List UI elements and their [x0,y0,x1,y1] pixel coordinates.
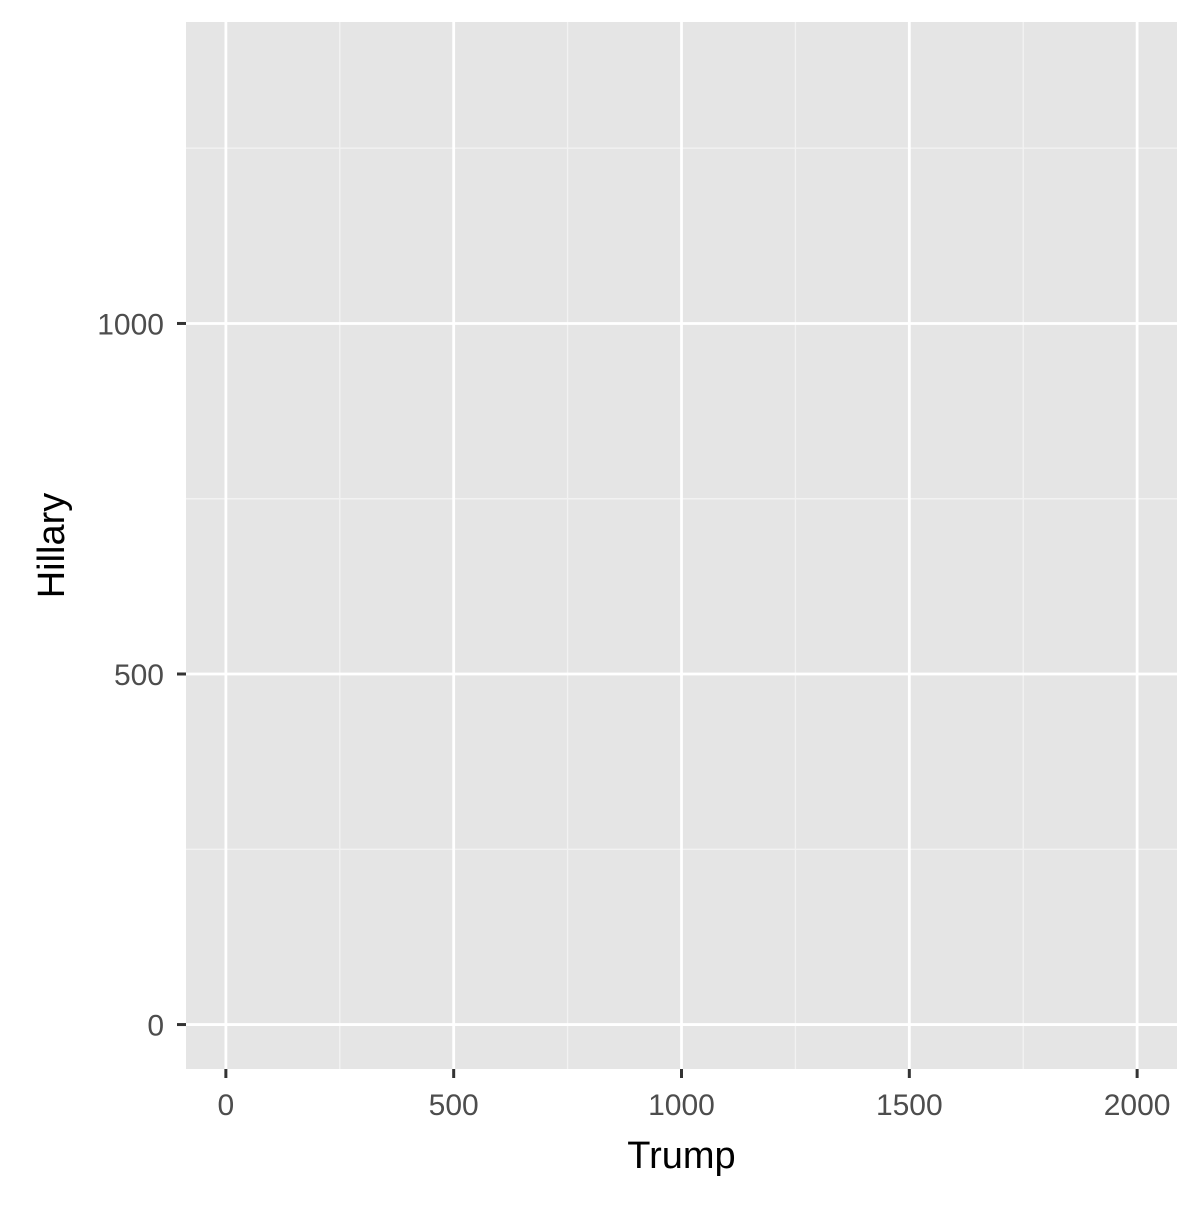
major-grid [186,22,1177,1069]
y-tick-label: 0 [147,1010,164,1043]
y-tick-label: 500 [114,659,164,692]
x-tick-label: 1000 [648,1089,715,1122]
x-tick-label: 2000 [1104,1089,1171,1122]
x-axis: 0 500 1000 1500 2000 [218,1069,1171,1122]
y-tick-label: 1000 [97,308,164,341]
x-tick-label: 0 [218,1089,235,1122]
x-tick-label: 500 [429,1089,479,1122]
y-axis-title: Hillary [31,493,73,599]
y-axis: 0 500 1000 [97,308,186,1043]
x-axis-title: Trump [627,1135,735,1177]
x-tick-label: 1500 [876,1089,943,1122]
